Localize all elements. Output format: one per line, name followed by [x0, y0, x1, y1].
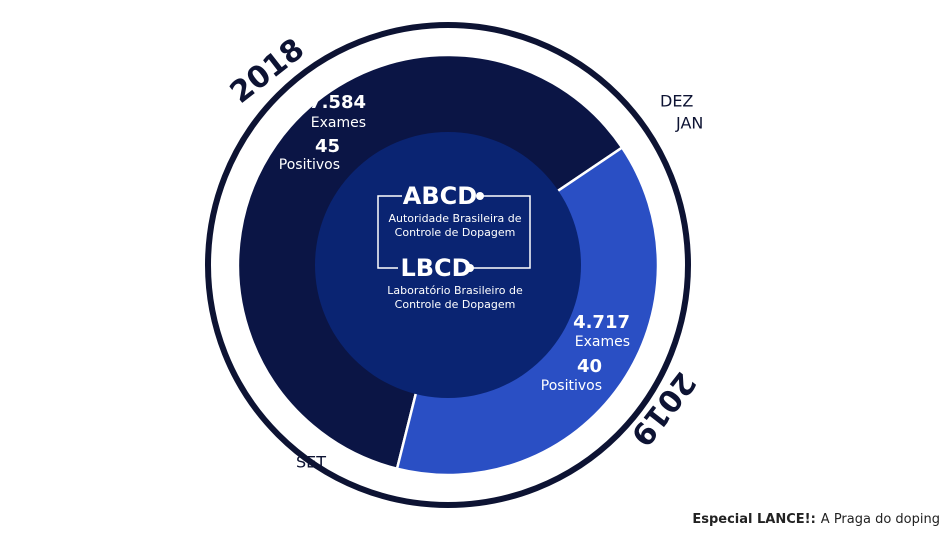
- positives: 45: [315, 136, 340, 157]
- lbcd-desc: Controle de Dopagem: [395, 298, 516, 311]
- footer-text: A Praga do doping: [821, 512, 940, 527]
- center-circle: [315, 132, 581, 398]
- footer: Especial LANCE!: A Praga do doping: [692, 512, 940, 527]
- connector: [377, 195, 531, 269]
- month-label: JAN: [675, 114, 703, 133]
- value-unit: Exames: [311, 115, 366, 131]
- month-label: DEZ: [660, 92, 693, 111]
- positives-unit: Positivos: [279, 157, 340, 173]
- lbcd: LBCD: [400, 254, 471, 282]
- positives-unit: Positivos: [541, 378, 602, 394]
- value-unit: Exames: [575, 334, 630, 350]
- positives: 40: [577, 356, 602, 377]
- value-label: 4.717: [573, 312, 630, 333]
- month-label: SET: [296, 453, 326, 472]
- lbcd-desc: Laboratório Brasileiro de: [387, 284, 523, 297]
- abcd: ABCD: [403, 182, 477, 210]
- footer-bold: Especial LANCE!:: [692, 512, 815, 527]
- abcd-desc: Autoridade Brasileira de: [388, 212, 521, 225]
- connector-dot: [476, 192, 484, 200]
- connector-dot: [466, 264, 474, 272]
- value-label: 7.584: [309, 92, 366, 113]
- abcd-desc: Controle de Dopagem: [395, 226, 516, 239]
